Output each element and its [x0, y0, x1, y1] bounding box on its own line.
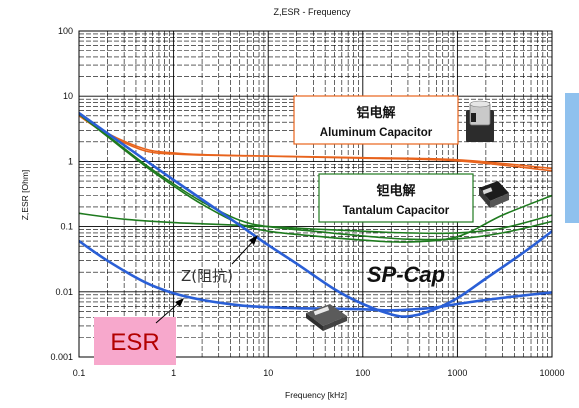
aluminum-label-en: Aluminum Capacitor — [320, 127, 433, 139]
aluminum-capacitor-icon — [466, 100, 494, 142]
esr-label: ESR — [110, 329, 159, 356]
tantalum-capacitor-icon — [479, 181, 509, 208]
x-tick-label: 1000 — [447, 368, 467, 378]
chart-title: Z,ESR - Frequency — [273, 7, 351, 17]
spcap-curve — [79, 239, 552, 312]
esr-arrowhead — [175, 298, 184, 307]
tantalum-label-box — [318, 173, 474, 223]
aluminum-label-zh: 铝电解 — [356, 105, 395, 121]
y-tick-label: 0.1 — [60, 222, 73, 232]
side-accent-bar — [565, 93, 579, 223]
y-tick-label: 0.001 — [50, 352, 73, 362]
impedance-label: Z(阻抗) — [181, 267, 233, 285]
y-tick-label: 1 — [68, 156, 73, 166]
impedance-arrowhead — [249, 235, 258, 245]
aluminum-curve — [79, 113, 552, 170]
y-axis-label: Z,ESR [Ohm] — [20, 170, 30, 221]
sp-cap-label: SP-Cap — [367, 262, 445, 287]
esr-arrow — [155, 300, 182, 324]
y-tick-label: 10 — [63, 91, 73, 101]
ticks: 0.1 1 10 100 1000 10000 100 10 1 0.1 0.01 0.001 — [50, 26, 564, 378]
y-tick-label: 0.01 — [55, 287, 73, 297]
plot-frame — [78, 30, 553, 358]
x-tick-label: 0.1 — [73, 368, 86, 378]
tantalum-label-en: Tantalum Capacitor — [343, 205, 450, 217]
tantalum-curve — [79, 113, 552, 243]
curves — [79, 111, 552, 318]
x-axis-label: Frequency [kHz] — [285, 390, 347, 400]
spcap-curve — [79, 111, 552, 318]
x-tick-label: 1 — [171, 368, 176, 378]
x-tick-label: 10000 — [539, 368, 564, 378]
tantalum-curve — [79, 112, 552, 241]
x-tick-label: 10 — [263, 368, 273, 378]
esr-label-bg — [94, 317, 176, 365]
tantalum-label-zh: 钽电解 — [376, 183, 415, 199]
sp-cap-capacitor-icon — [306, 304, 347, 331]
y-tick-label: 100 — [58, 26, 73, 36]
x-tick-label: 100 — [355, 368, 370, 378]
aluminum-label-box — [293, 95, 459, 145]
